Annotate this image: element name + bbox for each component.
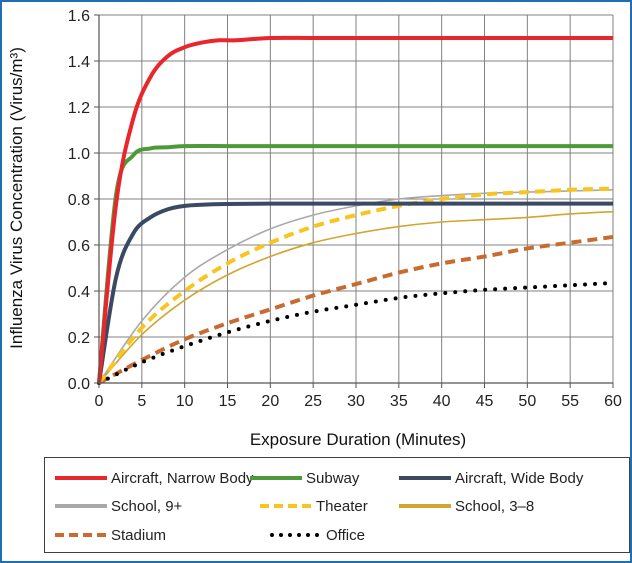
series-line-aircraft-narrow-body bbox=[97, 35, 613, 384]
series-line-theater bbox=[97, 186, 614, 385]
y-tick-label: 0.2 bbox=[68, 330, 90, 347]
x-tick-label: 20 bbox=[261, 393, 279, 410]
legend-label: School, 3–8 bbox=[455, 497, 535, 515]
legend-label: Aircraft, Wide Body bbox=[455, 469, 584, 487]
x-tick-label: 30 bbox=[347, 393, 365, 410]
legend-item-aircraft-wide-body: Aircraft, Wide Body bbox=[397, 467, 583, 489]
legend-swatch bbox=[270, 533, 324, 537]
legend-item-school-3-8: School, 3–8 bbox=[397, 495, 534, 517]
x-tick-label: 5 bbox=[137, 393, 146, 410]
legend-label: School, 9+ bbox=[111, 497, 183, 515]
grid bbox=[99, 14, 614, 383]
legend-label: Stadium bbox=[111, 526, 167, 544]
legend-swatch bbox=[399, 476, 451, 480]
y-tick-label: 1.6 bbox=[68, 8, 90, 25]
legend-item-aircraft-narrow-body: Aircraft, Narrow Body bbox=[53, 467, 254, 489]
y-axis-label: Influenza Virus Concentration (Virus/m³) bbox=[7, 47, 26, 349]
legend-item-office: Office bbox=[268, 524, 365, 546]
legend-swatch bbox=[250, 476, 302, 480]
x-tick-label: 60 bbox=[604, 393, 622, 410]
series-lines bbox=[97, 35, 615, 385]
y-tick-label: 1.0 bbox=[68, 146, 90, 163]
series-line-aircraft-wide-body bbox=[97, 201, 613, 384]
y-tick-label: 0.8 bbox=[68, 192, 90, 209]
x-tick-label: 35 bbox=[390, 393, 408, 410]
series-line-office bbox=[97, 280, 615, 385]
y-tick-label: 1.2 bbox=[68, 100, 90, 117]
x-tick-label: 50 bbox=[518, 393, 536, 410]
x-tick-label: 15 bbox=[219, 393, 237, 410]
legend-label: Subway bbox=[306, 469, 360, 487]
x-tick-label: 10 bbox=[176, 393, 194, 410]
x-tick-label: 45 bbox=[476, 393, 494, 410]
x-tick-label: 0 bbox=[95, 393, 104, 410]
legend-swatch bbox=[260, 504, 312, 508]
y-tick-label: 0.6 bbox=[68, 238, 90, 255]
legend-item-stadium: Stadium bbox=[53, 524, 166, 546]
x-axis-label: Exposure Duration (Minutes) bbox=[250, 430, 466, 449]
y-tick-label: 1.4 bbox=[68, 54, 90, 71]
legend-item-subway: Subway bbox=[248, 467, 359, 489]
legend-swatch bbox=[399, 504, 451, 508]
tick-labels: 0 5 10 15 20 25 30 35 40 45 50 55 60 0.0 0.2 0.4 0.6 0.8 1… bbox=[68, 8, 622, 410]
legend-label: Theater bbox=[316, 497, 368, 515]
legend-item-theater: Theater bbox=[258, 495, 368, 517]
legend-label: Office bbox=[326, 526, 365, 544]
legend-item-school-9: School, 9+ bbox=[53, 495, 182, 517]
axes bbox=[94, 14, 614, 388]
x-tick-label: 25 bbox=[304, 393, 322, 410]
legend-label: Aircraft, Narrow Body bbox=[111, 469, 254, 487]
legend-swatch bbox=[55, 533, 107, 537]
legend-swatch bbox=[55, 476, 107, 480]
x-tick-label: 55 bbox=[561, 393, 579, 410]
series-line-stadium bbox=[98, 234, 614, 385]
y-tick-label: 0.4 bbox=[68, 284, 90, 301]
legend-swatch bbox=[55, 504, 107, 508]
x-tick-label: 40 bbox=[433, 393, 451, 410]
y-tick-label: 0.0 bbox=[68, 376, 90, 393]
legend: Aircraft, Narrow Body Subway Aircraft, W… bbox=[44, 457, 630, 553]
series-line-school-3-8 bbox=[98, 210, 614, 384]
